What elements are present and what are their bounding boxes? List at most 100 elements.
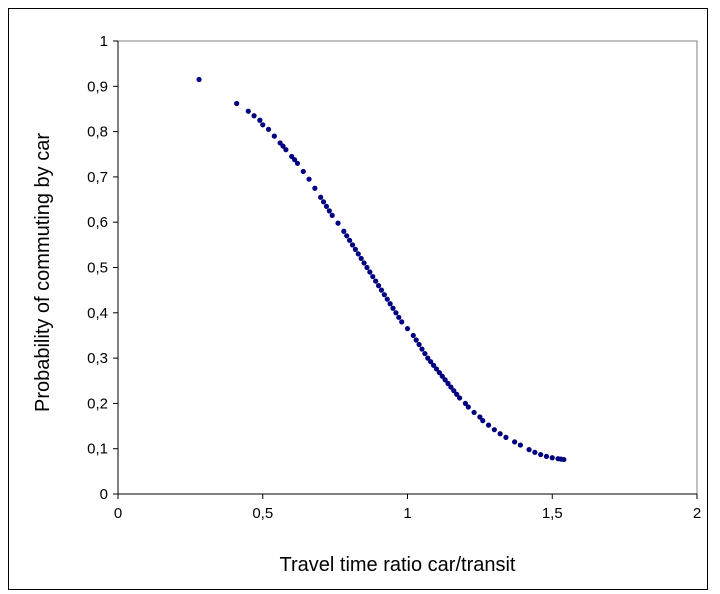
y-tick-label: 0,3 (87, 350, 108, 367)
data-point (543, 453, 550, 460)
x-tick-label: 1 (403, 505, 411, 522)
data-point (457, 395, 463, 401)
data-point (375, 283, 382, 289)
plot-area (117, 40, 698, 495)
data-point (428, 359, 434, 365)
data-point (344, 233, 350, 239)
data-point (404, 326, 411, 332)
data-point (260, 122, 266, 128)
data-point (323, 203, 330, 209)
data-point (538, 451, 544, 458)
data-point (439, 373, 445, 379)
y-tick-label: 0,7 (87, 169, 108, 186)
data-point (517, 442, 524, 448)
data-point (430, 362, 437, 368)
data-point (387, 301, 393, 307)
data-point (413, 337, 419, 343)
data-point (532, 449, 538, 455)
y-tick-labels: 0 0,1 0,2 0,3 0,4 0,5 0,6 0,7 0,8 0,9 1 (87, 33, 108, 503)
data-point (358, 255, 364, 262)
data-point (448, 384, 454, 390)
data-point (271, 133, 277, 139)
data-point (497, 431, 503, 437)
data-point (425, 355, 431, 361)
data-point (196, 76, 202, 83)
data-point (462, 400, 468, 406)
data-point (384, 296, 390, 302)
data-point (335, 220, 341, 226)
data-point (471, 409, 477, 416)
scatter-chart: 00,10,20,30,40,50,60,70,80,91 0 0,5 1 1,5 2 … (32, 33, 701, 576)
data-point (451, 388, 457, 394)
data-point (454, 391, 460, 397)
y-tick-label: 0,4 (87, 305, 108, 322)
data-point (549, 455, 555, 461)
data-point (306, 176, 312, 182)
data-point (347, 237, 353, 243)
axes (113, 40, 698, 499)
data-point (503, 434, 509, 440)
y-tick-label: 0,2 (87, 395, 108, 412)
data-point (433, 366, 440, 372)
data-point (283, 147, 289, 153)
data-point (312, 185, 318, 191)
y-tick-label: 0 (100, 486, 108, 503)
y-tick-label: 0,9 (87, 78, 108, 95)
x-axis-title: Travel time ratio car/transit (280, 554, 516, 576)
x-tick-label: 2 (693, 505, 701, 522)
data-point (390, 305, 396, 311)
data-point (399, 319, 405, 325)
data-point (480, 418, 486, 424)
data-point (526, 447, 532, 453)
data-point (349, 242, 356, 248)
data-point (378, 287, 385, 293)
data-point (361, 260, 367, 266)
data-point (561, 456, 567, 463)
plot-border (117, 40, 698, 495)
data-point (410, 332, 416, 339)
data-point (245, 108, 251, 114)
x-tick-labels: 0 0,5 1 1,5 2 (114, 505, 701, 522)
y-tick-label: 0,5 (87, 260, 108, 277)
data-point (370, 273, 376, 280)
data-point (491, 427, 497, 433)
data-point (442, 377, 448, 383)
data-point (422, 350, 428, 357)
data-point (485, 422, 492, 428)
data-point (465, 404, 471, 410)
data-point (318, 194, 324, 200)
data-points (196, 76, 567, 463)
x-tick-label: 0 (114, 505, 122, 522)
data-point (355, 251, 361, 257)
data-point (352, 246, 358, 252)
data-point (367, 269, 373, 275)
data-point (329, 212, 335, 219)
data-point (364, 264, 370, 271)
data-point (291, 157, 298, 163)
data-point (393, 310, 399, 316)
data-point (234, 100, 240, 107)
data-point (251, 113, 257, 119)
data-point (445, 380, 451, 387)
data-point (326, 208, 332, 214)
data-point (300, 168, 306, 175)
data-point (396, 314, 402, 320)
data-point (477, 414, 483, 420)
data-point (280, 143, 286, 149)
data-point (320, 199, 327, 205)
y-tick-label: 1 (100, 33, 108, 50)
y-axis-title: Probability of commuting by car (32, 133, 54, 412)
y-tick-label: 0,8 (87, 124, 108, 141)
chart-frame: 0 0,1 0,2 0,3 0,4 0,5 0,6 0,7 0,8 0,9 1 0 0,5 1 1,5 2 … (8, 8, 708, 590)
data-point (373, 278, 379, 284)
x-tick-label: 1,5 (542, 505, 563, 522)
data-point (257, 117, 263, 123)
data-point (512, 439, 518, 445)
y-tick-label: 0,1 (87, 441, 108, 458)
data-point (436, 369, 442, 376)
data-point (381, 292, 387, 298)
y-tick-label: 0,6 (87, 214, 108, 231)
data-point (419, 346, 425, 352)
data-point (294, 160, 301, 166)
data-point (341, 228, 347, 234)
